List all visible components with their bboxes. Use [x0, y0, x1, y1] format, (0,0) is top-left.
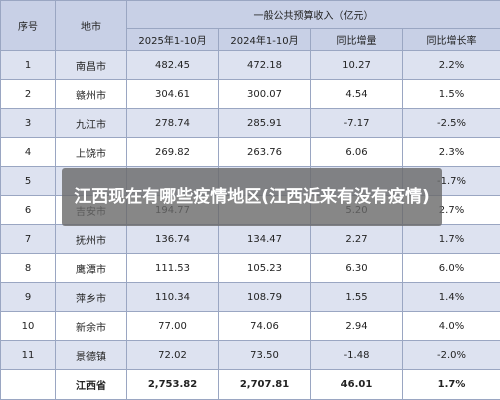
table-row: 3 九江市 278.74 285.91 -7.17 -2.5%	[0, 108, 500, 138]
cell-seq: 7	[0, 224, 56, 254]
cell-seq: 8	[0, 253, 56, 283]
header-growth-rate: 同比增长率	[402, 28, 500, 51]
table-row: 7 抚州市 136.74 134.47 2.27 1.7%	[0, 224, 500, 254]
header-increase: 同比增量	[310, 28, 403, 51]
cell-city: 南昌市	[55, 50, 127, 80]
cell-increase: 1.55	[310, 282, 403, 312]
header-2025: 2025年1-10月	[126, 28, 219, 51]
table-row: 4 上饶市 269.82 263.76 6.06 2.3%	[0, 137, 500, 167]
cell-growth-rate: 1.5%	[402, 79, 500, 109]
cell-seq: 10	[0, 311, 56, 341]
cell-city: 鹰潭市	[55, 253, 127, 283]
cell-2025: 72.02	[126, 340, 219, 370]
cell-2025: 111.53	[126, 253, 219, 283]
cell-2024: 73.50	[218, 340, 311, 370]
cell-growth-rate: 6.0%	[402, 253, 500, 283]
cell-increase: 6.30	[310, 253, 403, 283]
cell-city: 新余市	[55, 311, 127, 341]
cell-2025: 136.74	[126, 224, 219, 254]
cell-2024: 2,707.81	[218, 369, 311, 400]
table-row: 8 鹰潭市 111.53 105.23 6.30 6.0%	[0, 253, 500, 283]
cell-growth-rate: 2.2%	[402, 50, 500, 80]
cell-seq: 4	[0, 137, 56, 167]
table-header: 序号 地市 一般公共预算收入（亿元） 2025年1-10月 2024年1-10月…	[0, 0, 500, 51]
cell-growth-rate: 4.0%	[402, 311, 500, 341]
cell-2024: 105.23	[218, 253, 311, 283]
cell-seq: 1	[0, 50, 56, 80]
cell-2025: 77.00	[126, 311, 219, 341]
watermark-text: 江西现在有哪些疫情地区(江西近来有没有疫情)	[74, 187, 430, 207]
table-row: 11 景德镇 72.02 73.50 -1.48 -2.0%	[0, 340, 500, 370]
watermark-banner: 江西现在有哪些疫情地区(江西近来有没有疫情)	[62, 168, 442, 226]
cell-city: 上饶市	[55, 137, 127, 167]
header-2024: 2024年1-10月	[218, 28, 311, 51]
cell-2024: 134.47	[218, 224, 311, 254]
table-row: 9 萍乡市 110.34 108.79 1.55 1.4%	[0, 282, 500, 312]
table-row: 1 南昌市 482.45 472.18 10.27 2.2%	[0, 50, 500, 80]
cell-increase: 2.27	[310, 224, 403, 254]
table-row: 2 赣州市 304.61 300.07 4.54 1.5%	[0, 79, 500, 109]
cell-2024: 285.91	[218, 108, 311, 138]
cell-increase: 6.06	[310, 137, 403, 167]
cell-2025: 278.74	[126, 108, 219, 138]
cell-2024: 74.06	[218, 311, 311, 341]
header-seq: 序号	[0, 0, 56, 51]
cell-increase: -7.17	[310, 108, 403, 138]
cell-city: 抚州市	[55, 224, 127, 254]
cell-seq: 9	[0, 282, 56, 312]
cell-city: 景德镇	[55, 340, 127, 370]
cell-2024: 263.76	[218, 137, 311, 167]
cell-2024: 108.79	[218, 282, 311, 312]
cell-growth-rate: 1.4%	[402, 282, 500, 312]
cell-city: 赣州市	[55, 79, 127, 109]
cell-growth-rate: 1.7%	[402, 224, 500, 254]
cell-city: 九江市	[55, 108, 127, 138]
cell-increase: 4.54	[310, 79, 403, 109]
cell-increase: -1.48	[310, 340, 403, 370]
cell-growth-rate: -2.5%	[402, 108, 500, 138]
cell-city: 江西省	[55, 369, 127, 400]
cell-increase: 10.27	[310, 50, 403, 80]
cell-increase: 46.01	[310, 369, 403, 400]
cell-growth-rate: 1.7%	[402, 369, 500, 400]
cell-seq: 3	[0, 108, 56, 138]
header-group: 一般公共预算收入（亿元）	[126, 0, 500, 29]
cell-seq: 6	[0, 195, 56, 225]
cell-2024: 472.18	[218, 50, 311, 80]
cell-2025: 482.45	[126, 50, 219, 80]
cell-seq	[0, 369, 56, 400]
cell-growth-rate: 2.3%	[402, 137, 500, 167]
cell-increase: 2.94	[310, 311, 403, 341]
table-row-total: 江西省 2,753.82 2,707.81 46.01 1.7%	[0, 369, 500, 400]
cell-seq: 2	[0, 79, 56, 109]
cell-2025: 110.34	[126, 282, 219, 312]
cell-2025: 2,753.82	[126, 369, 219, 400]
table-row: 10 新余市 77.00 74.06 2.94 4.0%	[0, 311, 500, 341]
header-region: 地市	[55, 0, 127, 51]
cell-2025: 269.82	[126, 137, 219, 167]
cell-seq: 11	[0, 340, 56, 370]
cell-2025: 304.61	[126, 79, 219, 109]
cell-city: 萍乡市	[55, 282, 127, 312]
cell-2024: 300.07	[218, 79, 311, 109]
cell-seq: 5	[0, 166, 56, 196]
cell-growth-rate: -2.0%	[402, 340, 500, 370]
